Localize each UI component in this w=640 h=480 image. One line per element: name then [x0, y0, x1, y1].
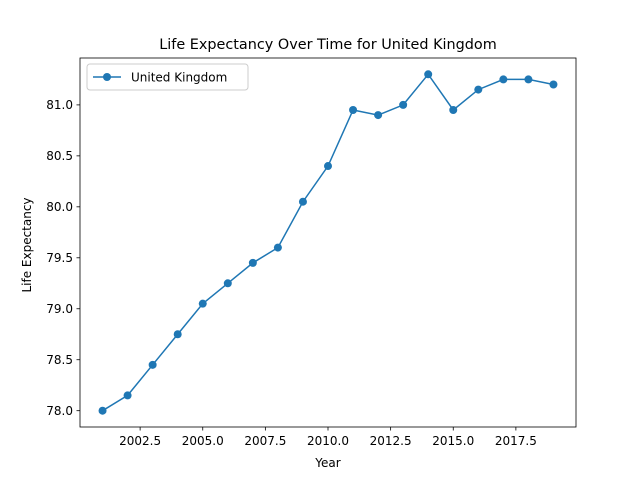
y-tick-label: 80.0 [46, 200, 73, 214]
data-point-2007 [248, 258, 257, 267]
data-point-2015 [449, 105, 458, 114]
data-point-2011 [349, 105, 358, 114]
data-point-2001 [98, 406, 107, 415]
legend-marker [103, 73, 111, 81]
y-tick-label: 78.5 [46, 353, 73, 367]
data-point-2014 [424, 70, 433, 79]
x-tick-label: 2010.0 [307, 434, 349, 448]
data-point-2006 [223, 279, 232, 288]
data-point-2004 [173, 330, 182, 339]
data-point-2005 [198, 299, 207, 308]
y-tick-label: 81.0 [46, 98, 73, 112]
y-tick-label: 80.5 [46, 149, 73, 163]
legend: United Kingdom [86, 63, 249, 91]
data-point-2003 [148, 360, 157, 369]
data-point-2018 [524, 75, 533, 84]
x-tick-label: 2005.0 [182, 434, 224, 448]
x-axis-label: Year [314, 456, 340, 470]
data-point-2010 [324, 162, 332, 171]
chart-title: Life Expectancy Over Time for United Kin… [159, 37, 496, 53]
x-tick-label: 2007.5 [244, 434, 286, 448]
data-point-2002 [123, 391, 132, 400]
data-point-2017 [499, 75, 508, 84]
x-tick-label: 2012.5 [370, 434, 412, 448]
x-tick-label: 2002.5 [119, 434, 161, 448]
data-point-2008 [273, 243, 282, 252]
data-point-2016 [474, 85, 483, 94]
x-tick-label: 2015.0 [432, 434, 474, 448]
plot-area: 2002.5 2005.0 2007.5 2010.0 2012.5 2015.0 2017… [46, 57, 577, 448]
y-axis-label: Life Expectancy [20, 197, 34, 292]
data-point-2009 [298, 197, 307, 206]
y-tick-label: 79.0 [46, 302, 73, 316]
data-point-2012 [374, 111, 383, 120]
y-tick-label: 78.0 [46, 404, 73, 418]
x-tick-label: 2017.5 [495, 434, 537, 448]
legend-label: United Kingdom [131, 71, 227, 85]
data-point-2019 [549, 80, 558, 89]
legend-box [86, 63, 249, 91]
y-tick-label: 79.5 [46, 251, 73, 265]
data-point-2013 [399, 100, 408, 109]
